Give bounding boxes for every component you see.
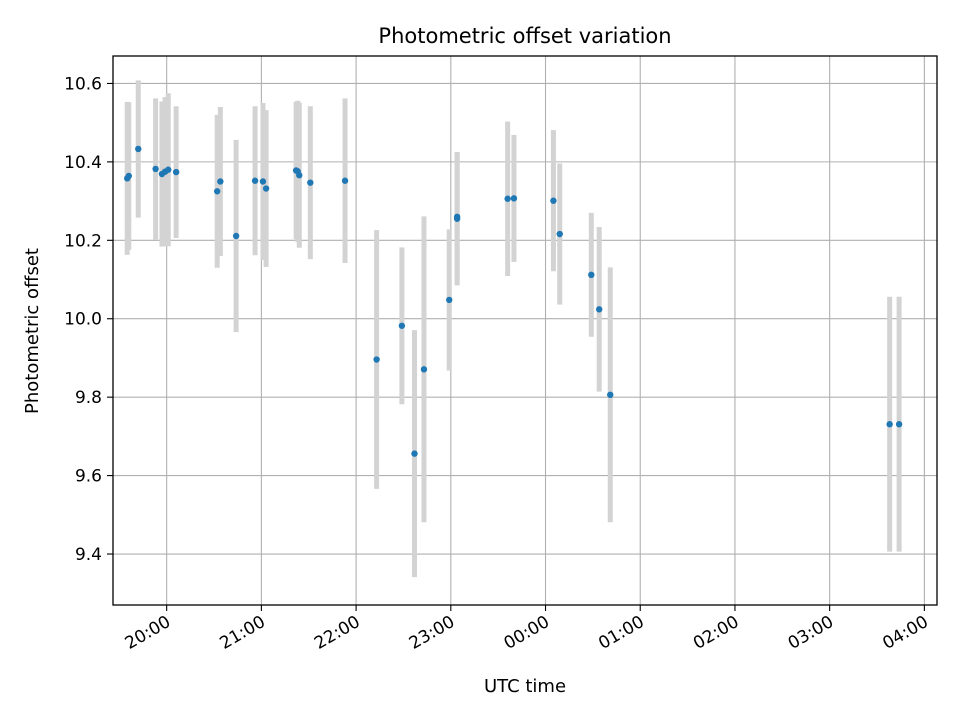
data-point <box>373 356 380 363</box>
data-point <box>510 195 518 202</box>
data-point <box>307 179 314 186</box>
data-point <box>217 178 224 185</box>
data-point <box>232 232 240 240</box>
data-point <box>886 421 893 428</box>
data-point <box>453 215 461 222</box>
data-point <box>411 450 418 457</box>
data-point <box>172 168 180 176</box>
data-point <box>595 306 603 313</box>
data-point <box>341 177 349 184</box>
chart-title: Photometric offset variation <box>378 24 671 48</box>
data-point <box>556 230 563 238</box>
data-point <box>607 391 614 399</box>
data-point <box>588 271 595 279</box>
data-points <box>124 145 903 457</box>
data-point <box>504 195 511 202</box>
y-axis-label: Photometric offset <box>22 248 43 414</box>
y-tick-label: 10.2 <box>64 231 102 251</box>
data-point <box>152 165 159 173</box>
data-point <box>262 185 270 192</box>
data-point <box>446 296 453 304</box>
grid <box>113 56 937 605</box>
y-tick-label: 10.4 <box>64 153 102 173</box>
y-tick-label: 10.0 <box>64 310 102 330</box>
plot-frame <box>112 55 938 606</box>
data-point <box>895 421 903 428</box>
data-point <box>420 366 428 373</box>
data-point <box>398 322 406 329</box>
data-point <box>135 145 142 153</box>
y-axis: 9.4 9.6 9.8 10.0 10.2 10.4 10.6 <box>64 74 113 565</box>
x-axis-label: UTC time <box>484 676 566 697</box>
data-point <box>165 166 172 173</box>
data-point <box>125 172 132 180</box>
data-point <box>296 172 303 179</box>
data-point <box>213 188 221 195</box>
y-tick-label: 9.6 <box>75 467 102 487</box>
y-tick-label: 9.4 <box>75 545 102 565</box>
data-point <box>251 177 259 184</box>
data-point <box>259 178 267 185</box>
y-tick-label: 10.6 <box>64 74 102 94</box>
data-point <box>550 197 557 204</box>
y-tick-label: 9.8 <box>75 388 102 408</box>
